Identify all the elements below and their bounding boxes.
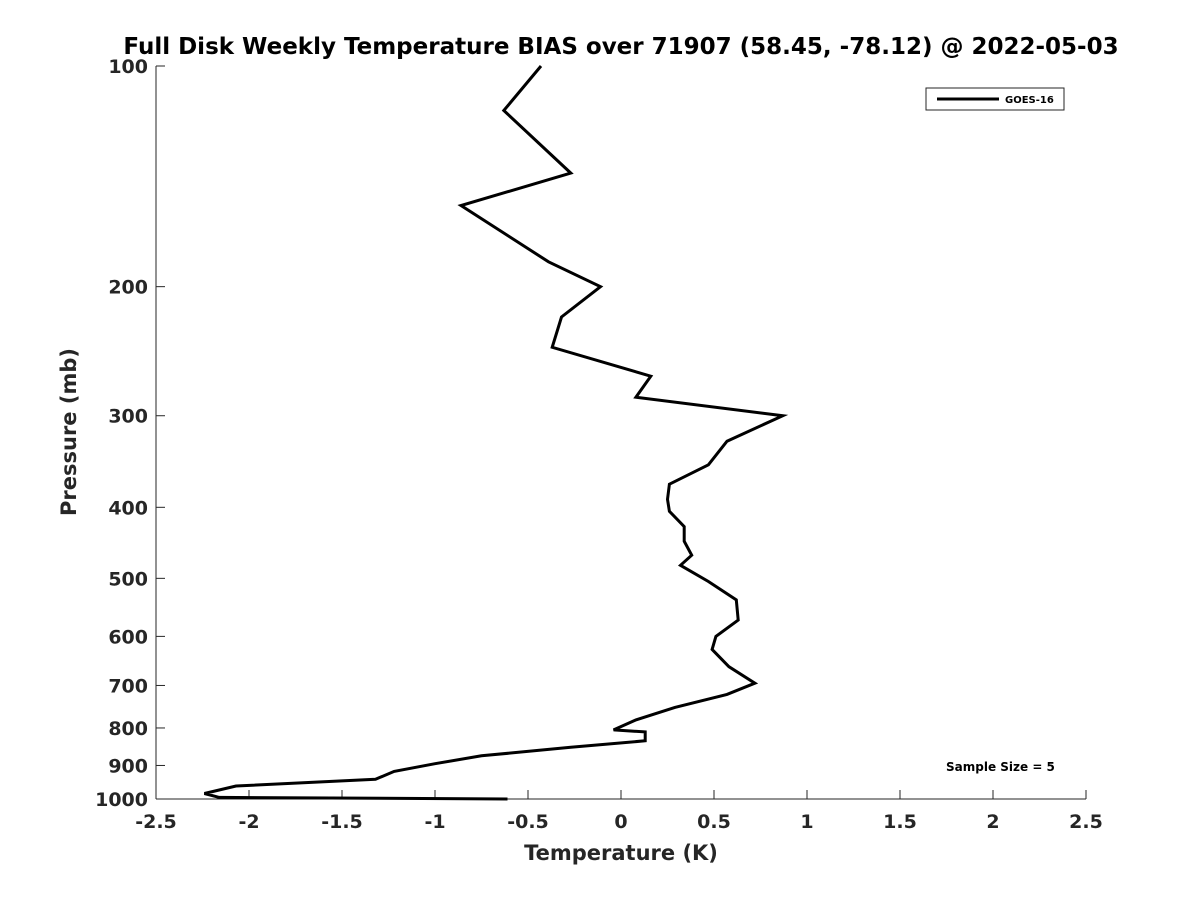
y-tick-label: 500 (108, 568, 148, 590)
y-tick-label: 1000 (95, 789, 148, 811)
x-tick-label: 0 (614, 811, 627, 833)
x-tick-label: 0.5 (697, 811, 731, 833)
x-tick-label: -2.5 (135, 811, 177, 833)
y-axis-title: Pressure (mb) (57, 348, 81, 516)
plot-area: -2.5 -2 -1.5 -1 -0.5 0 0.5 1 1.5 2 2.5 100 200 300 40… (95, 56, 1103, 833)
x-tick-label: -1.5 (321, 811, 363, 833)
legend: GOES-16 (925, 87, 1065, 111)
y-tick-label: 400 (108, 497, 148, 519)
x-tick-label: -1 (424, 811, 445, 833)
y-tick-label: 900 (108, 755, 148, 777)
y-tick-label: 200 (108, 277, 148, 299)
y-tick-label: 100 (108, 56, 148, 78)
y-tick-label: 800 (108, 718, 148, 740)
y-tick-label: 700 (108, 675, 148, 697)
x-axis-title: Temperature (K) (524, 841, 718, 865)
legend-label: GOES-16 (1005, 95, 1054, 106)
x-tick-label: 2.5 (1069, 811, 1103, 833)
sample-size-annotation: Sample Size = 5 (946, 760, 1055, 774)
x-tick-label: 2 (986, 811, 999, 833)
y-tick-label: 300 (108, 406, 148, 428)
x-ticks: -2.5 -2 -1.5 -1 -0.5 0 0.5 1 1.5 2 2.5 (135, 790, 1103, 833)
x-tick-label: -0.5 (507, 811, 549, 833)
chart-title: Full Disk Weekly Temperature BIAS over 7… (123, 34, 1118, 60)
x-tick-label: -2 (238, 811, 259, 833)
series-line-goes-16 (204, 65, 789, 801)
x-tick-label: 1 (800, 811, 813, 833)
y-ticks: 100 200 300 400 500 600 700 800 900 1000 (95, 56, 165, 811)
y-tick-label: 600 (108, 626, 148, 648)
x-tick-label: 1.5 (883, 811, 917, 833)
